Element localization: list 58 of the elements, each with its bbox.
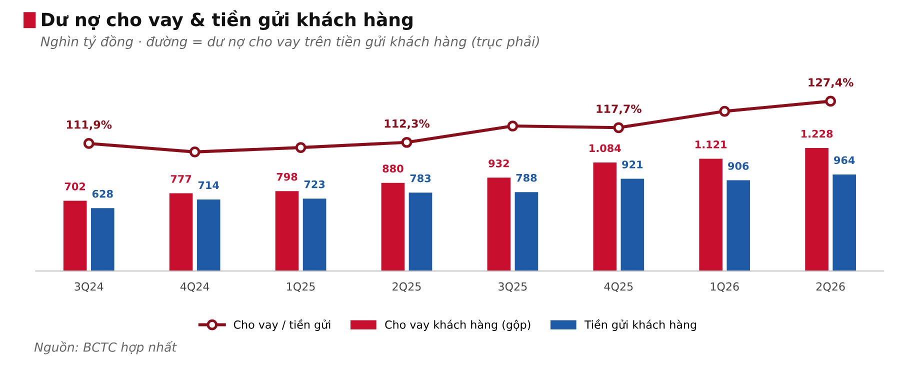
bar — [275, 191, 299, 271]
point — [83, 138, 94, 149]
text: Nguồn: BCTC hợp nhất — [34, 341, 177, 354]
data-label: 127,4% — [808, 78, 854, 88]
data-label: 880 — [382, 164, 404, 173]
x-tick-label: 3Q25 — [498, 282, 527, 292]
x-tick-label: 2Q25 — [392, 282, 421, 292]
data-label: 932 — [488, 159, 509, 168]
data-label: 777 — [170, 175, 192, 183]
x-tick-label: 2Q26 — [816, 282, 845, 292]
bar — [302, 198, 326, 271]
point — [507, 120, 518, 132]
legend-label: Tiền gửi khách hàng — [584, 319, 696, 331]
bar — [593, 162, 617, 271]
data-label: 921 — [622, 160, 643, 168]
bar — [726, 180, 750, 271]
bar — [514, 192, 538, 271]
x-tick-label: 4Q24 — [180, 282, 210, 292]
data-label: 1.121 — [696, 140, 727, 148]
data-label: 906 — [728, 162, 749, 170]
data-label: 798 — [276, 172, 298, 181]
bar — [487, 178, 511, 271]
x-tick-label: 4Q25 — [604, 282, 633, 292]
point — [719, 106, 730, 117]
data-label: 111,9% — [66, 120, 112, 130]
data-label: 112,3% — [384, 119, 430, 130]
bar — [90, 208, 114, 271]
point — [613, 122, 624, 134]
bar — [805, 148, 828, 271]
bar — [699, 158, 722, 271]
data-label: 628 — [92, 190, 113, 198]
data-label: 702 — [64, 182, 86, 190]
data-label: 964 — [834, 156, 855, 164]
x-tick-label: 1Q26 — [710, 282, 739, 292]
x-tick-label: 3Q24 — [74, 282, 104, 292]
bar — [832, 174, 856, 271]
legend-label: Cho vay / tiền gửi — [234, 319, 330, 331]
x-tick-label: 1Q25 — [287, 282, 315, 292]
data-label: 117,7% — [596, 104, 642, 114]
legend-label: Cho vay khách hàng (gộp) — [385, 320, 530, 331]
chart-title: Dư nợ cho vay & tiền gửi khách hàng — [42, 10, 412, 30]
data-label: 783 — [410, 174, 431, 182]
bar — [63, 200, 87, 271]
bar — [620, 178, 644, 271]
point — [189, 146, 200, 158]
data-label: 714 — [198, 181, 219, 190]
bar — [381, 182, 405, 271]
data-label: 723 — [304, 180, 325, 188]
bar — [196, 200, 220, 271]
data-label: 1.228 — [801, 130, 833, 138]
bar — [169, 193, 193, 271]
point — [295, 142, 306, 153]
data-label: 1.084 — [590, 144, 621, 152]
point — [825, 96, 836, 107]
data-label: 788 — [516, 174, 537, 182]
bar — [408, 192, 432, 271]
chart-subtitle: Nghìn tỷ đồng · đường = dư nợ cho vay trên tiền gửi khách hàng (trục phải) — [40, 35, 539, 50]
point — [401, 136, 412, 148]
